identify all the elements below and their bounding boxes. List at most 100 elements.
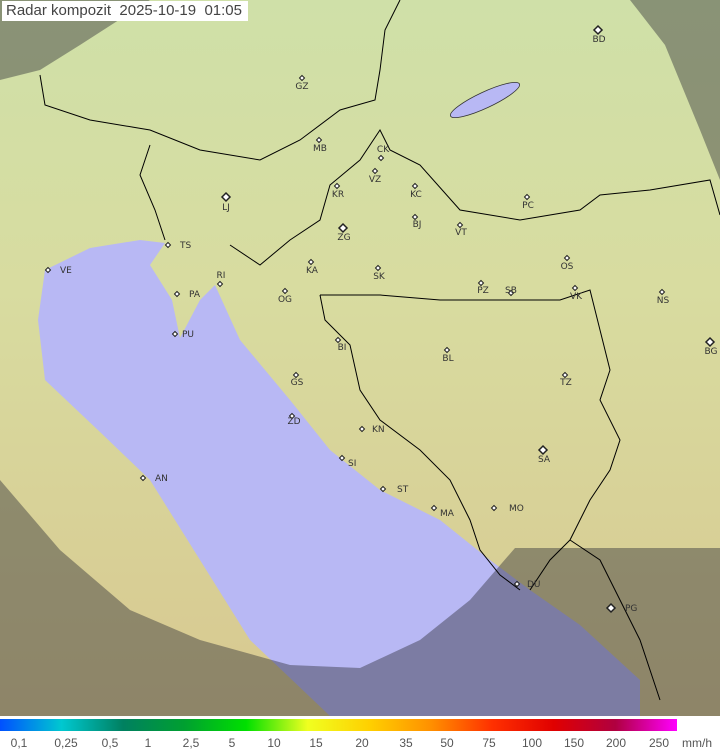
legend-label: 5: [228, 736, 236, 750]
city-marker-sa: [537, 444, 549, 456]
city-marker-pu: [171, 330, 179, 338]
city-marker-ka: [307, 258, 315, 266]
city-marker-ns: [658, 288, 666, 296]
legend-label: 250: [648, 736, 670, 750]
city-label-bd: BD: [592, 35, 605, 45]
city-label-pu: PU: [182, 330, 194, 340]
legend-label: 75: [482, 736, 496, 750]
city-marker-bi: [334, 336, 342, 344]
city-marker-ma: [430, 504, 438, 512]
city-label-ka: KA: [306, 266, 319, 276]
city-marker-bg: [704, 336, 716, 348]
city-label-gs: GS: [291, 378, 304, 388]
legend-label: 15: [309, 736, 323, 750]
city-marker-vt: [456, 221, 464, 229]
city-marker-kc: [411, 182, 419, 190]
city-label-ma: MA: [440, 509, 455, 519]
city-marker-mo: [490, 504, 498, 512]
city-marker-og: [281, 287, 289, 295]
city-marker-lj: [220, 191, 232, 203]
city-label-pc: PC: [522, 201, 534, 211]
city-label-zd: ZD: [287, 417, 300, 427]
city-marker-zg: [337, 222, 349, 234]
city-marker-sk: [374, 264, 382, 272]
legend-color-scale: [0, 719, 677, 731]
city-label-os: OS: [561, 262, 574, 272]
city-marker-tz: [561, 371, 569, 379]
city-label-mb: MB: [313, 144, 327, 154]
city-marker-kn: [358, 425, 366, 433]
city-label-bi: BI: [338, 343, 347, 353]
city-marker-vk: [571, 284, 579, 292]
legend-label: 200: [605, 736, 627, 750]
lake-balaton: [449, 81, 521, 119]
radar-coverage-mask: [0, 0, 720, 716]
city-marker-sb: [507, 289, 515, 297]
city-marker-si: [338, 454, 346, 462]
legend-label: 35: [399, 736, 413, 750]
city-marker-pz: [477, 279, 485, 287]
city-label-vz: VZ: [369, 175, 381, 185]
legend-label: 0,25: [54, 736, 78, 750]
city-marker-st: [379, 485, 387, 493]
city-marker-bj: [411, 213, 419, 221]
city-marker-pg: [605, 602, 617, 614]
radar-map: GZ MB CK VZ KR KC LJ ZG BJ VT PC BD TS VE KA SK RI PA OG PZ…: [0, 0, 720, 716]
city-label-si: SI: [348, 459, 356, 469]
city-label-ts: TS: [179, 241, 191, 251]
city-marker-du: [513, 580, 521, 588]
city-label-vt: VT: [455, 228, 467, 238]
city-label-kn: KN: [372, 425, 385, 435]
city-label-ns: NS: [657, 296, 670, 306]
city-label-kc: KC: [410, 190, 422, 200]
legend-unit: mm/h: [682, 736, 712, 750]
adriatic-sea: [38, 240, 640, 716]
legend-label: 10: [267, 736, 281, 750]
city-label-pa: PA: [189, 290, 201, 300]
city-marker-mb: [315, 136, 323, 144]
city-markers: GZ MB CK VZ KR KC LJ ZG BJ VT PC BD TS VE KA SK RI PA OG PZ…: [44, 24, 718, 614]
legend-label: 1: [144, 736, 152, 750]
city-label-zg: ZG: [337, 233, 350, 243]
city-label-bg: BG: [705, 347, 718, 357]
city-label-ri: RI: [217, 271, 226, 281]
legend-label: 50: [440, 736, 454, 750]
city-label-bl: BL: [442, 354, 453, 364]
city-label-sa: SA: [538, 455, 551, 465]
city-label-gz: GZ: [295, 82, 308, 92]
city-marker-pc: [523, 193, 531, 201]
legend-label: 0,1: [10, 736, 28, 750]
legend-label: 150: [563, 736, 585, 750]
city-label-mo: MO: [509, 504, 524, 514]
city-marker-ri: [216, 280, 224, 288]
city-label-an: AN: [155, 474, 168, 484]
city-label-vk: VK: [570, 292, 583, 302]
legend-label: 100: [521, 736, 543, 750]
city-label-lj: LJ: [222, 203, 230, 213]
city-marker-ck: [377, 154, 385, 162]
city-label-pz: PZ: [477, 286, 489, 296]
city-marker-an: [139, 474, 147, 482]
legend-label: 20: [355, 736, 369, 750]
country-borders: [39, 0, 720, 701]
legend-label: 0,5: [101, 736, 119, 750]
city-marker-pa: [173, 290, 181, 298]
city-marker-bl: [443, 346, 451, 354]
city-label-kr: KR: [332, 190, 344, 200]
city-marker-ts: [164, 241, 172, 249]
city-marker-kr: [333, 182, 341, 190]
city-marker-bd: [592, 24, 604, 36]
city-label-sk: SK: [373, 272, 386, 282]
city-label-tz: TZ: [559, 378, 572, 388]
city-label-bj: BJ: [413, 220, 422, 230]
city-marker-ve: [44, 266, 52, 274]
city-label-pg: PG: [625, 604, 637, 614]
legend-label: 2,5: [182, 736, 200, 750]
city-label-og: OG: [278, 295, 292, 305]
city-label-st: ST: [397, 485, 409, 495]
city-label-ve: VE: [60, 266, 72, 276]
city-label-du: DU: [527, 580, 541, 590]
city-marker-vz: [371, 167, 379, 175]
city-marker-zd: [288, 412, 296, 420]
city-label-ck: CK: [377, 145, 390, 155]
